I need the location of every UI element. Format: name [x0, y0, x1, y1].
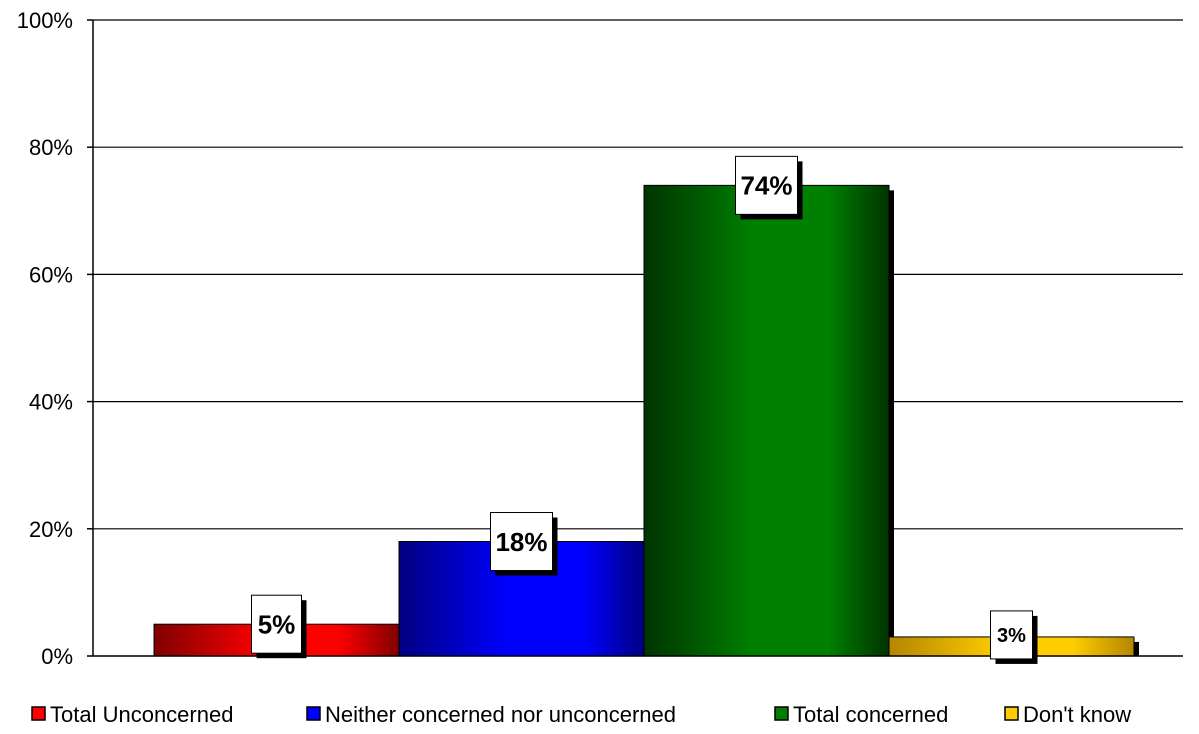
y-tick-label: 80% — [29, 135, 73, 160]
y-tick-label: 40% — [29, 390, 73, 415]
legend-item: Total concerned — [774, 702, 948, 727]
bars — [153, 184, 1139, 657]
data-label: 5% — [258, 610, 296, 640]
data-label: 74% — [740, 171, 792, 201]
legend-item: Neither concerned nor unconcerned — [306, 702, 676, 727]
data-label-box — [990, 610, 1033, 660]
legend-swatch — [774, 706, 789, 721]
y-tick-label: 0% — [41, 644, 73, 669]
gridlines: 0% 20% 40% 60% 80% 100% — [17, 8, 1183, 669]
legend: Total Unconcerned Neither concerned nor u… — [31, 702, 1131, 727]
data-label-box — [251, 594, 302, 654]
legend-label: Neither concerned nor unconcerned — [325, 702, 676, 727]
legend-item: Total Unconcerned — [31, 702, 233, 727]
legend-label: Total concerned — [793, 702, 948, 727]
bar — [643, 184, 890, 657]
legend-swatch — [31, 706, 46, 721]
data-label-box — [490, 512, 553, 572]
legend-swatch — [1004, 706, 1019, 721]
data-label-box — [735, 155, 798, 215]
legend-swatch — [306, 706, 321, 721]
y-tick-label: 100% — [17, 8, 73, 33]
legend-label: Don't know — [1023, 702, 1131, 727]
data-label: 3% — [997, 625, 1026, 647]
y-tick-label: 20% — [29, 517, 73, 542]
data-labels: 5% 18% 74% 3% — [251, 155, 1038, 664]
y-tick-label: 60% — [29, 262, 73, 287]
legend-item: Don't know — [1004, 702, 1131, 727]
legend-label: Total Unconcerned — [50, 702, 233, 727]
data-label: 18% — [495, 527, 547, 557]
